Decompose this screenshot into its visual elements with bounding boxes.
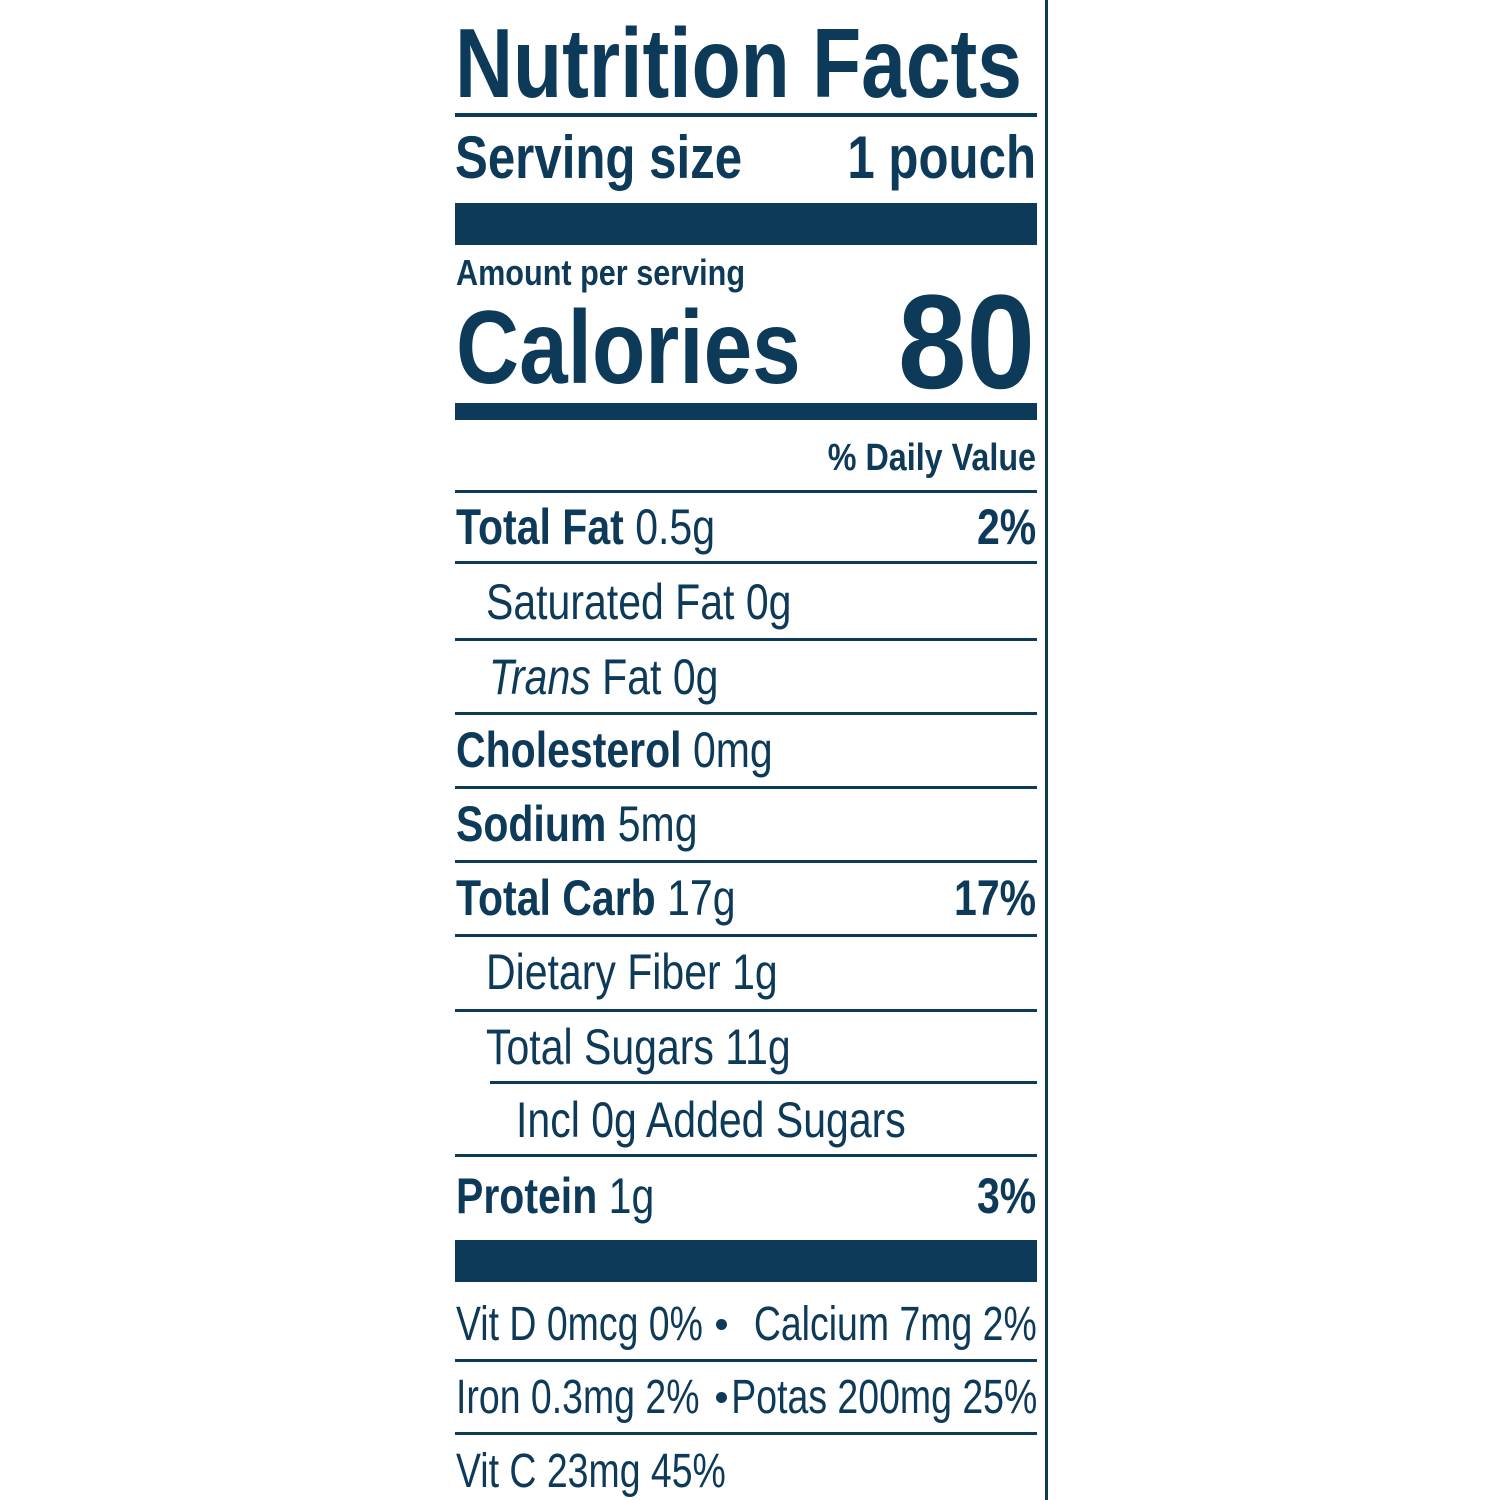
vitamin: Vit D 0mcg 0% [456, 1298, 703, 1351]
thick-rule [455, 203, 1037, 245]
bullet [716, 1392, 727, 1403]
amount-per-serving: Amount per serving [456, 252, 746, 293]
nutrient-amount: 5mg [617, 796, 698, 852]
nutrient-name: Dietary Fiber [486, 944, 721, 1000]
nutrient-amount: 0.5g [635, 499, 716, 555]
daily-value: 2% [976, 499, 1036, 555]
nutrient-name: Cholesterol [456, 722, 682, 778]
nutrient-row: Dietary Fiber 1g [486, 947, 778, 997]
nutrient-name: Incl 0g Added Sugars [516, 1092, 906, 1148]
rule [455, 1154, 1037, 1157]
nutrient-name: Total Sugars [486, 1019, 714, 1075]
nutrient-row: Trans Fat 0g [489, 652, 718, 702]
nutrient-name: Fat [602, 649, 662, 705]
vitamin: Iron 0.3mg 2% [456, 1371, 700, 1424]
nutrient-row: Protein 1g [456, 1171, 654, 1221]
nutrient-name: Total Fat [456, 499, 624, 555]
nutrient-name: Total Carb [456, 870, 656, 926]
daily-value: 17% [953, 870, 1036, 926]
nutrient-name: Saturated Fat [486, 574, 735, 630]
vitamin: Calcium 7mg 2% [754, 1298, 1037, 1351]
serving-label: Serving size [455, 124, 743, 191]
thick-rule [455, 1240, 1037, 1282]
nutrient-name: Sodium [456, 796, 607, 852]
rule [455, 1359, 1037, 1362]
nutrient-row: Total Carb 17g [456, 873, 736, 923]
rule [455, 561, 1037, 564]
thick-rule [455, 403, 1037, 420]
rule [455, 1009, 1037, 1012]
nutrient-amount: 11g [725, 1019, 791, 1075]
serving-value: 1 pouch [847, 124, 1036, 191]
nutrient-name: Protein [456, 1168, 598, 1224]
rule [455, 712, 1037, 715]
daily-value-header: % Daily Value [827, 437, 1036, 479]
bullet [716, 1319, 727, 1330]
rule [455, 934, 1037, 937]
nutrient-amount: 17g [667, 870, 736, 926]
vitamin: Vit C 23mg 45% [456, 1445, 726, 1498]
calories-label: Calories [456, 290, 801, 406]
vitamin: Potas 200mg 25% [731, 1371, 1037, 1424]
rule [455, 786, 1037, 789]
nutrient-row: Cholesterol 0mg [456, 725, 773, 775]
nutrient-row: Saturated Fat 0g [486, 577, 791, 627]
rule [455, 638, 1037, 641]
rule [490, 1081, 1037, 1084]
nutrient-amount: 0mg [692, 722, 773, 778]
nutrient-amount: 1g [732, 944, 778, 1000]
nutrient-row: Incl 0g Added Sugars [516, 1095, 906, 1145]
rule [455, 860, 1037, 863]
calories-value: 80 [897, 268, 1035, 417]
rule [455, 490, 1037, 493]
border-line [1045, 0, 1048, 1500]
nutrient-amount: 0g [745, 574, 792, 630]
nutrient-row: Total Fat 0.5g [456, 502, 715, 552]
rule [455, 1432, 1037, 1435]
nutrient-amount: 1g [608, 1168, 655, 1224]
rule [455, 113, 1037, 117]
title: Nutrition Facts [455, 8, 1023, 118]
nutrient-row: Sodium 5mg [456, 799, 697, 849]
nutrient-name-italic: Trans [489, 649, 591, 705]
nutrient-amount: 0g [672, 649, 719, 705]
daily-value: 3% [976, 1168, 1036, 1224]
nutrient-row: Total Sugars 11g [486, 1022, 791, 1072]
